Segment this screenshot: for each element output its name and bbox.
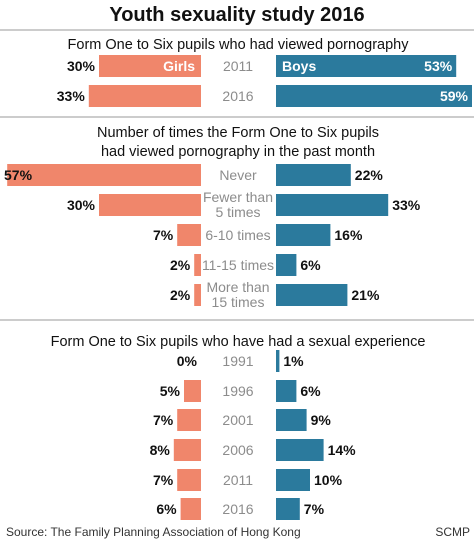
- boys-value-label: 21%: [351, 287, 380, 303]
- source-note: Source: The Family Planning Association …: [6, 525, 301, 539]
- girls-bar: [88, 85, 201, 107]
- panel-title: Number of times the Form One to Six pupi…: [97, 125, 379, 141]
- category-label: More than: [206, 279, 269, 295]
- boys-value-label: 53%: [424, 58, 453, 74]
- girls-value-label: 30%: [67, 197, 96, 213]
- boys-value-label: 16%: [334, 227, 363, 243]
- girls-value-label: 7%: [153, 227, 174, 243]
- boys-bar: [276, 164, 351, 186]
- category-label: 11-15 times: [202, 257, 274, 273]
- category-label: 2011: [223, 472, 253, 488]
- credit-label: SCMP: [435, 525, 470, 539]
- category-label: 6-10 times: [205, 227, 270, 243]
- girls-bar: [177, 224, 201, 246]
- girls-bar: [99, 55, 201, 77]
- girls-bar: [173, 439, 201, 461]
- boys-bar: [276, 55, 457, 77]
- category-label: 1991: [222, 353, 253, 369]
- boys-value-label: 10%: [314, 472, 343, 488]
- girls-bar: [99, 194, 201, 216]
- girls-value-label: 2%: [170, 257, 191, 273]
- girls-value-label: 33%: [57, 88, 86, 104]
- boys-bar: [276, 194, 389, 216]
- girls-value-label: 57%: [4, 167, 33, 183]
- girls-value-label: 7%: [153, 472, 174, 488]
- girls-bar: [194, 254, 201, 276]
- boys-value-label: 6%: [300, 257, 321, 273]
- boys-value-label: 9%: [311, 412, 332, 428]
- boys-bar: [276, 85, 472, 107]
- boys-bar: [276, 224, 331, 246]
- legend-boys: Boys: [282, 58, 316, 74]
- panel-title: Form One to Six pupils who have had a se…: [51, 334, 426, 350]
- category-label: 5 times: [215, 204, 260, 220]
- girls-value-label: 30%: [67, 58, 96, 74]
- boys-value-label: 14%: [328, 442, 357, 458]
- boys-value-label: 6%: [300, 383, 321, 399]
- boys-bar: [276, 350, 280, 372]
- girls-bar: [177, 469, 201, 491]
- boys-bar: [276, 469, 310, 491]
- girls-value-label: 0%: [177, 353, 198, 369]
- category-label: 2016: [222, 501, 253, 517]
- girls-bar: [7, 164, 202, 186]
- girls-value-label: 2%: [170, 287, 191, 303]
- category-label: 2006: [222, 442, 253, 458]
- chart-title: Youth sexuality study 2016: [109, 4, 364, 26]
- legend-girls: Girls: [163, 58, 195, 74]
- boys-bar: [276, 380, 297, 402]
- boys-value-label: 1%: [283, 353, 304, 369]
- category-label: 2016: [222, 88, 253, 104]
- category-label: Never: [219, 167, 257, 183]
- boys-value-label: 33%: [392, 197, 421, 213]
- boys-value-label: 7%: [304, 501, 325, 517]
- boys-bar: [276, 439, 324, 461]
- girls-value-label: 8%: [150, 442, 171, 458]
- boys-bar: [276, 254, 297, 276]
- category-label: 1996: [222, 383, 253, 399]
- panel-title: Form One to Six pupils who had viewed po…: [68, 37, 410, 53]
- girls-bar: [177, 409, 201, 431]
- girls-value-label: 6%: [156, 501, 177, 517]
- boys-value-label: 59%: [440, 88, 469, 104]
- boys-bar: [276, 409, 307, 431]
- girls-bar: [180, 498, 201, 520]
- girls-bar: [184, 380, 201, 402]
- girls-bar: [194, 284, 201, 306]
- boys-value-label: 22%: [355, 167, 384, 183]
- category-label: Fewer than: [203, 189, 273, 205]
- category-label: 15 times: [212, 294, 265, 310]
- category-label: 2001: [222, 412, 253, 428]
- boys-bar: [276, 284, 348, 306]
- girls-value-label: 7%: [153, 412, 174, 428]
- girls-value-label: 5%: [160, 383, 181, 399]
- category-label: 2011: [223, 58, 253, 74]
- boys-bar: [276, 498, 300, 520]
- panel-title: had viewed pornography in the past month: [101, 144, 375, 160]
